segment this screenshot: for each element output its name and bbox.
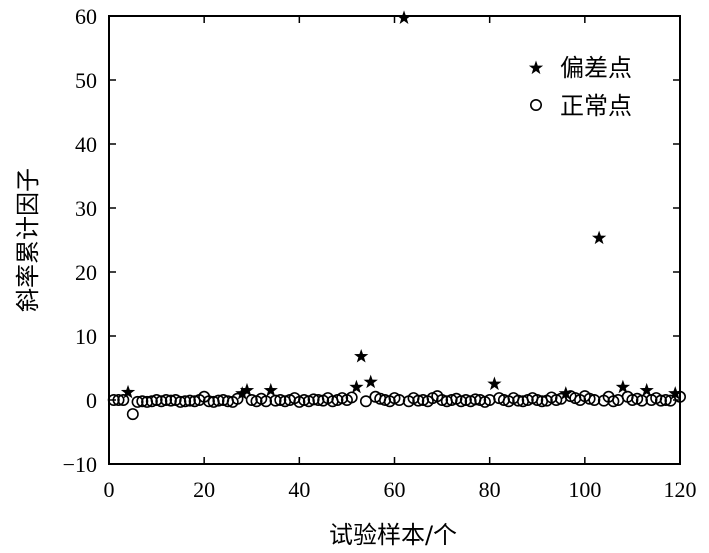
x-tick-label: 80	[479, 477, 501, 502]
normal-point	[269, 394, 282, 407]
deviation-point	[591, 230, 607, 245]
normal-point	[436, 393, 449, 406]
x-tick-label: 60	[384, 477, 406, 502]
x-axis-label: 试验样本/个	[329, 521, 457, 549]
normal-point	[583, 392, 596, 405]
normal-point	[112, 393, 125, 406]
y-tick-label: 60	[75, 4, 97, 29]
normal-point	[531, 393, 544, 406]
deviation-point	[363, 374, 378, 389]
deviation-point	[639, 382, 654, 397]
normal-point	[654, 394, 667, 407]
x-tick-label: 0	[104, 477, 115, 502]
legend-label-deviation: 偏差点	[560, 54, 632, 82]
legend-circle-icon	[529, 99, 542, 112]
normal-point	[188, 395, 201, 408]
legend: 偏差点 正常点	[528, 54, 632, 120]
y-tick-label: 20	[75, 260, 97, 285]
x-tick-label: 100	[568, 477, 601, 502]
normal-point	[160, 393, 173, 406]
normal-point	[260, 395, 273, 408]
deviation-point	[668, 386, 683, 400]
normal-point	[345, 391, 358, 404]
normal-point	[673, 390, 686, 403]
normal-point	[412, 394, 425, 407]
x-tick-label: 120	[664, 477, 697, 502]
deviation-point	[239, 382, 255, 397]
x-tick-label: 40	[288, 477, 310, 502]
deviation-point	[120, 384, 136, 399]
y-tick-label: 10	[75, 324, 97, 349]
ticks: 0 20 40 60 80 100 120 −10 0 10 20 30 40 50 60	[63, 4, 697, 502]
deviation-point	[263, 382, 278, 397]
data-points	[107, 10, 686, 421]
normal-point	[512, 394, 525, 407]
normal-point	[145, 395, 158, 408]
normal-point	[136, 395, 149, 408]
normal-point	[459, 393, 472, 406]
normal-point	[588, 393, 601, 406]
x-tick-label: 20	[193, 477, 215, 502]
y-tick-label: 40	[75, 132, 97, 157]
normal-point	[150, 393, 163, 406]
normal-point	[155, 395, 168, 408]
normal-point	[179, 395, 192, 408]
deviation-point	[235, 386, 250, 400]
normal-point	[607, 395, 620, 408]
normal-point	[117, 393, 130, 406]
y-tick-label: 50	[75, 68, 97, 93]
normal-point	[107, 393, 120, 406]
normal-point	[274, 393, 287, 406]
legend-star-icon	[528, 60, 544, 75]
deviation-point	[349, 379, 364, 394]
legend-star-shape	[528, 60, 544, 75]
deviation-point	[487, 376, 502, 391]
deviation-point	[396, 10, 412, 24]
normal-point	[659, 393, 672, 406]
normal-point	[212, 394, 225, 407]
y-tick-label: −10	[63, 452, 97, 477]
normal-point	[126, 408, 139, 421]
y-tick-label: 30	[75, 196, 97, 221]
y-axis-label: 斜率累计因子	[14, 168, 42, 312]
normal-point	[202, 395, 215, 408]
normal-point	[635, 394, 648, 407]
normal-point	[231, 392, 244, 405]
normal-point	[455, 395, 468, 408]
normal-point	[131, 395, 144, 408]
normal-point	[183, 394, 196, 407]
normal-point	[626, 393, 639, 406]
deviation-point	[615, 379, 631, 394]
y-tick-label: 0	[86, 388, 97, 413]
deviation-point	[354, 348, 369, 363]
legend-label-normal: 正常点	[560, 92, 632, 120]
normal-point	[298, 393, 311, 406]
normal-point	[359, 395, 372, 408]
normal-point	[550, 393, 563, 406]
